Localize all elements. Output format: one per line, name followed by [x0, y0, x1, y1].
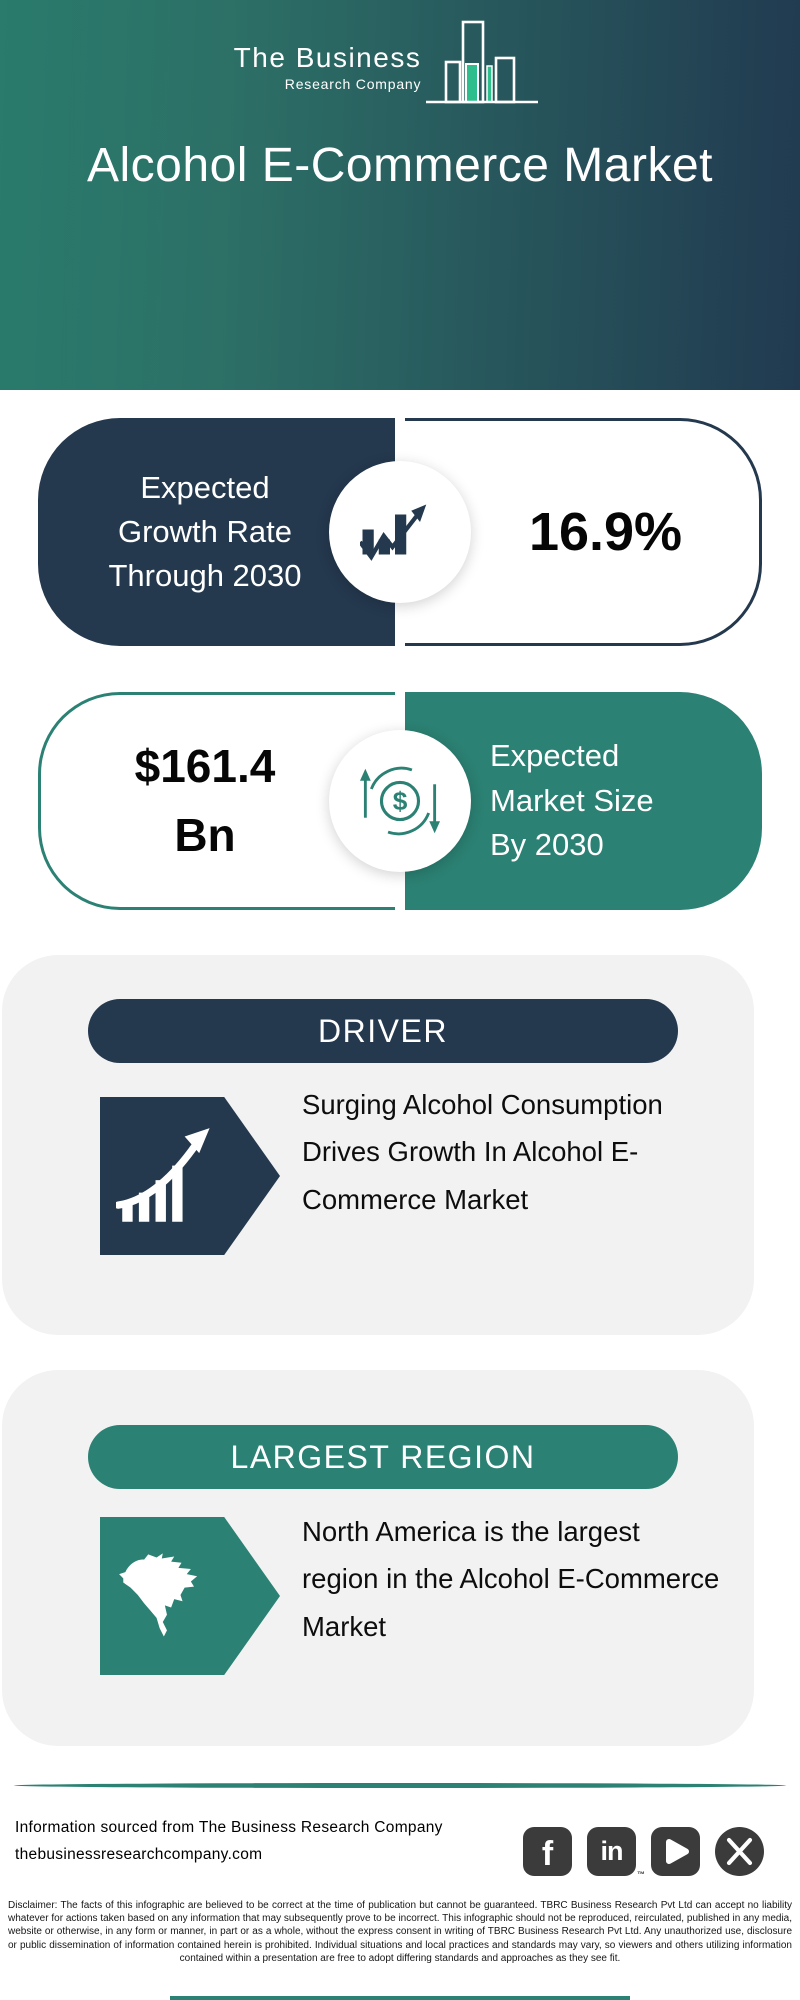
disclaimer-text: Disclaimer: The facts of this infographi…: [8, 1900, 792, 1964]
driver-text: Surging Alcohol Consumption Drives Growt…: [302, 1089, 663, 1215]
source-line: Information sourced from The Business Re…: [15, 1819, 443, 1836]
dollar-exchange-icon: $: [329, 730, 471, 872]
growth-rate-label: Expected Growth Rate Through 2030: [76, 418, 334, 646]
largest-region-text: North America is the largest region in t…: [302, 1516, 720, 1642]
linkedin-trademark: ™: [637, 1870, 645, 1879]
company-logo: The Business Research Company: [0, 14, 786, 108]
company-website-link[interactable]: thebusinessresearchcompany.com: [15, 1846, 263, 1864]
market-size-label-line: Expected: [490, 737, 620, 773]
source-attribution: Information sourced from The Business Re…: [15, 1814, 443, 1868]
driver-section: DRIVER Surging Alcohol Consumption Drive…: [2, 955, 754, 1335]
growth-rate-card: Expected Growth Rate Through 2030 16.9%: [38, 418, 762, 646]
market-size-value-line: Bn: [174, 809, 236, 861]
market-size-label-line: Market Size: [490, 782, 654, 818]
logo-text: The Business Research Company: [234, 44, 422, 108]
market-size-label: Expected Market Size By 2030: [490, 692, 735, 910]
linkedin-icon[interactable]: in ™: [587, 1827, 645, 1879]
largest-region-section: LARGEST REGION North America is the larg…: [2, 1370, 754, 1746]
growth-rate-label-line: Expected: [140, 469, 270, 505]
growth-rate-label-line: Through 2030: [108, 558, 302, 593]
growth-trend-icon: [329, 461, 471, 603]
youtube-icon[interactable]: [651, 1827, 700, 1876]
facebook-glyph: f: [541, 1835, 554, 1873]
svg-text:$: $: [393, 786, 408, 816]
growth-rate-label-line: Growth Rate: [117, 513, 292, 549]
market-size-label-line: By 2030: [490, 827, 604, 863]
social-links: f in ™: [523, 1827, 764, 1879]
x-twitter-icon[interactable]: [715, 1827, 764, 1876]
largest-region-badge: LARGEST REGION: [88, 1425, 678, 1489]
market-size-card: $161.4 Bn Expected Market Size By 2030 $: [38, 692, 762, 910]
growth-bars-arrow-icon: [100, 1097, 280, 1255]
facebook-icon[interactable]: f: [523, 1827, 572, 1876]
hero-header: The Business Research Company Alcohol E-…: [0, 0, 800, 390]
footer-divider: [14, 1783, 786, 1788]
logo-subtitle: Research Company: [284, 76, 422, 92]
page-title: Alcohol E-Commerce Market: [87, 139, 713, 192]
driver-badge: DRIVER: [88, 999, 678, 1063]
market-size-value-line: $161.4: [134, 740, 276, 792]
bottom-accent-line: [170, 1996, 630, 2000]
linkedin-glyph: in: [600, 1836, 624, 1866]
logo-title: The Business: [233, 42, 422, 73]
market-size-value: $161.4 Bn: [76, 692, 334, 910]
north-america-map-icon: [100, 1517, 280, 1675]
bar-chart-building-logo-icon: [426, 20, 539, 104]
growth-rate-value: 16.9%: [528, 502, 683, 562]
